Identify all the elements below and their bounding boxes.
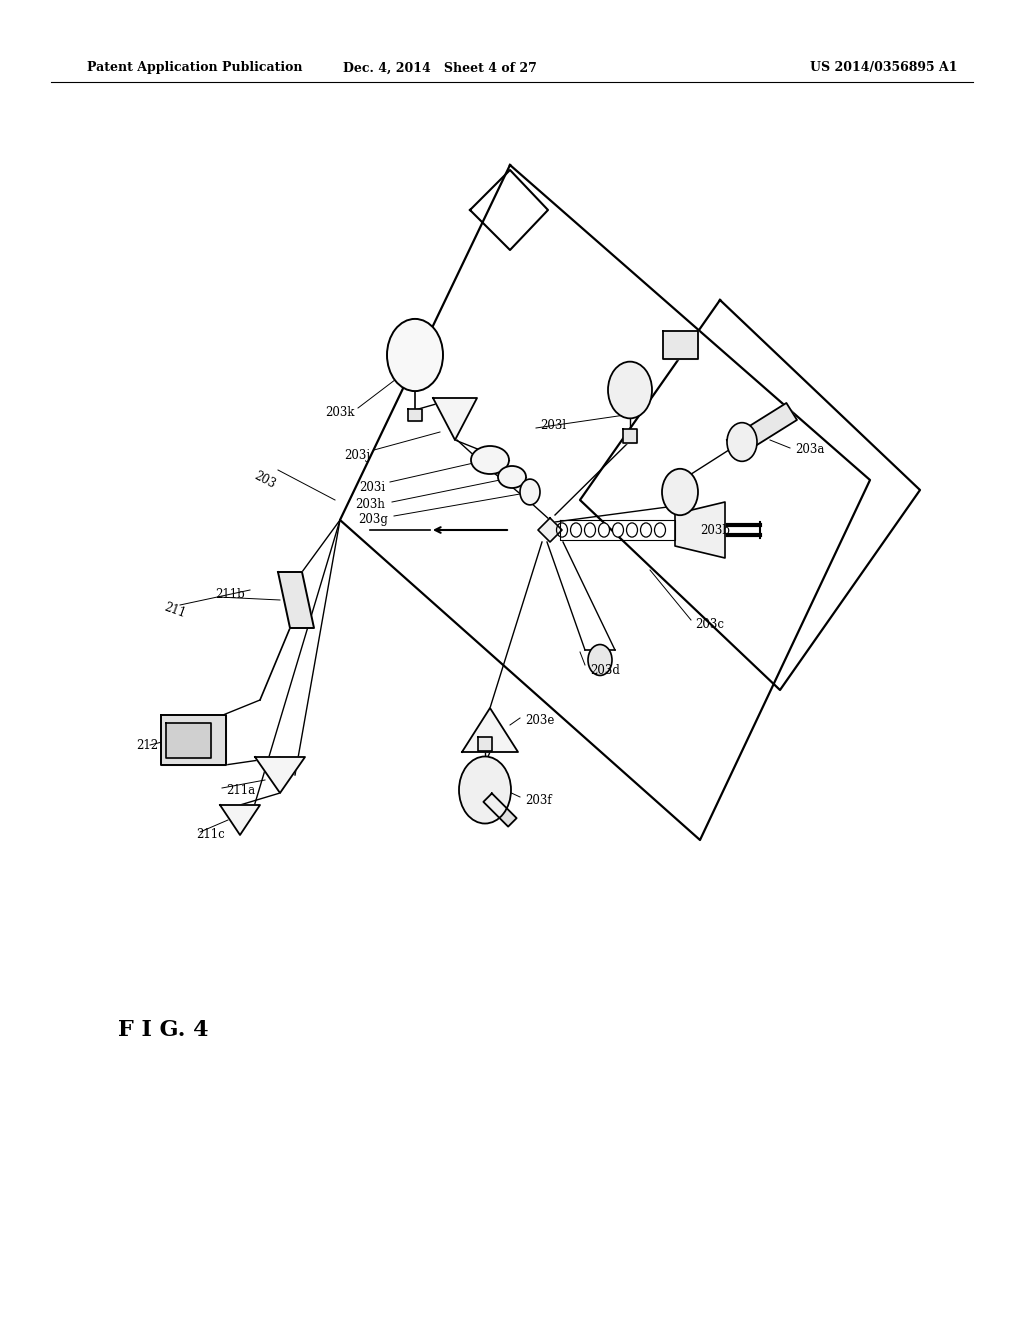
Text: 211b: 211b (215, 589, 245, 602)
Text: US 2014/0356895 A1: US 2014/0356895 A1 (810, 62, 957, 74)
Circle shape (627, 523, 638, 537)
Text: 211: 211 (162, 601, 187, 620)
Text: 203d: 203d (590, 664, 620, 676)
Text: 203i: 203i (358, 482, 385, 495)
Circle shape (585, 523, 596, 537)
Polygon shape (408, 409, 422, 421)
Circle shape (612, 523, 624, 537)
Circle shape (570, 523, 582, 537)
Text: 203e: 203e (525, 714, 554, 726)
Polygon shape (663, 331, 697, 359)
Text: 203g: 203g (358, 513, 388, 527)
Polygon shape (675, 502, 725, 558)
Text: 203h: 203h (355, 499, 385, 511)
Circle shape (640, 523, 651, 537)
Polygon shape (278, 572, 314, 628)
Text: 203j: 203j (344, 449, 370, 462)
Polygon shape (462, 708, 518, 752)
Text: 211a: 211a (226, 784, 255, 796)
Text: 203: 203 (252, 469, 278, 491)
Text: Patent Application Publication: Patent Application Publication (87, 62, 302, 74)
Polygon shape (433, 399, 477, 440)
Polygon shape (166, 722, 211, 758)
Polygon shape (538, 517, 562, 543)
Circle shape (520, 479, 540, 504)
Circle shape (727, 422, 757, 461)
Circle shape (459, 756, 511, 824)
Polygon shape (220, 805, 260, 836)
Polygon shape (727, 403, 797, 457)
Polygon shape (478, 737, 492, 751)
Ellipse shape (498, 466, 526, 488)
Circle shape (654, 523, 666, 537)
Circle shape (588, 644, 612, 676)
Circle shape (662, 469, 698, 515)
Circle shape (608, 362, 652, 418)
Polygon shape (255, 756, 305, 793)
Polygon shape (161, 715, 225, 766)
Text: 211c: 211c (196, 829, 224, 842)
Text: 203c: 203c (695, 619, 724, 631)
Polygon shape (623, 429, 637, 444)
Text: 203f: 203f (525, 793, 552, 807)
Text: 203l: 203l (540, 418, 566, 432)
Circle shape (598, 523, 609, 537)
Text: 203a: 203a (795, 444, 824, 457)
Text: 203k: 203k (326, 407, 355, 420)
Ellipse shape (471, 446, 509, 474)
Text: Dec. 4, 2014   Sheet 4 of 27: Dec. 4, 2014 Sheet 4 of 27 (343, 62, 538, 74)
Circle shape (387, 319, 443, 391)
Polygon shape (483, 793, 517, 826)
Text: F I G. 4: F I G. 4 (118, 1019, 208, 1041)
Text: 212: 212 (136, 738, 158, 751)
Text: 203b: 203b (700, 524, 730, 536)
